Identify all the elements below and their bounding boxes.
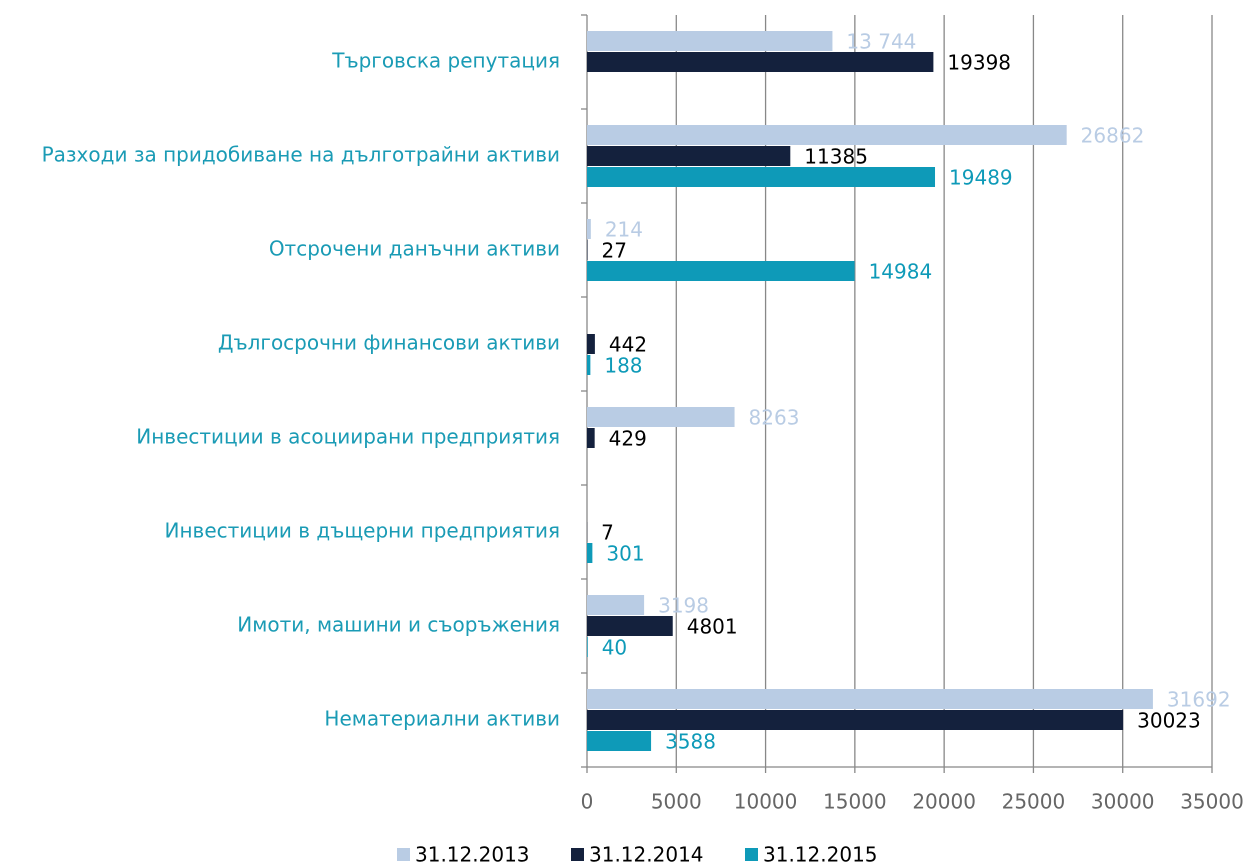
bar [587,334,595,354]
bar [587,689,1153,709]
data-label: 19489 [949,166,1013,190]
data-label: 27 [601,239,626,263]
data-label: 19398 [947,51,1011,75]
data-label: 31692 [1167,688,1231,712]
data-label: 442 [609,333,647,357]
bar [587,167,936,187]
data-label: 214 [605,218,643,242]
data-label: 7 [601,521,614,545]
bar [587,355,591,375]
legend-label: 31.12.2015 [763,843,878,865]
data-label: 40 [602,636,627,660]
y-tick-label: Инвестиции в асоциирани предприятия [136,425,560,449]
y-tick-label: Търговска репутация [331,49,560,73]
data-label: 4801 [687,615,738,639]
bar [587,731,652,751]
bar [587,125,1067,145]
data-label: 429 [609,427,647,451]
data-label: 188 [604,354,642,378]
x-tick-label: 5000 [651,790,702,814]
data-label: 3588 [665,730,716,754]
legend-label: 31.12.2013 [415,843,530,865]
bar [587,616,673,636]
data-label: 26862 [1081,124,1145,148]
bar [587,428,595,448]
x-tick-label: 25000 [1002,790,1066,814]
x-tick-label: 0 [581,790,594,814]
x-tick-label: 20000 [912,790,976,814]
data-label: 3198 [658,594,709,618]
legend-label: 31.12.2014 [589,843,704,865]
bar [587,595,645,615]
legend-swatch [571,848,584,861]
x-tick-label: 35000 [1180,790,1244,814]
data-label: 30023 [1137,709,1201,733]
bar [587,710,1124,730]
bar [587,146,791,166]
bar [587,31,833,51]
y-tick-label: Нематериални активи [324,707,560,731]
data-label: 11385 [804,145,868,169]
x-tick-label: 15000 [823,790,887,814]
bar [587,261,855,281]
y-tick-label: Отсрочени данъчни активи [269,237,560,261]
legend-swatch [397,848,410,861]
y-tick-label: Разходи за придобиване на дълготрайни ак… [42,143,560,167]
data-label: 8263 [749,406,800,430]
bar [587,407,735,427]
legend-swatch [745,848,758,861]
y-tick-label: Дългосрочни финансови активи [218,331,560,355]
data-label: 301 [606,542,644,566]
x-tick-label: 10000 [734,790,798,814]
bar [587,52,934,72]
y-tick-label: Инвестиции в дъщерни предприятия [165,519,561,543]
y-tick-label: Имоти, машини и съоръжения [237,613,560,637]
bar [587,219,591,239]
bar [587,637,588,657]
x-tick-label: 30000 [1091,790,1155,814]
data-label: 14984 [869,260,933,284]
data-label: 13 744 [846,30,916,54]
bar [587,543,593,563]
